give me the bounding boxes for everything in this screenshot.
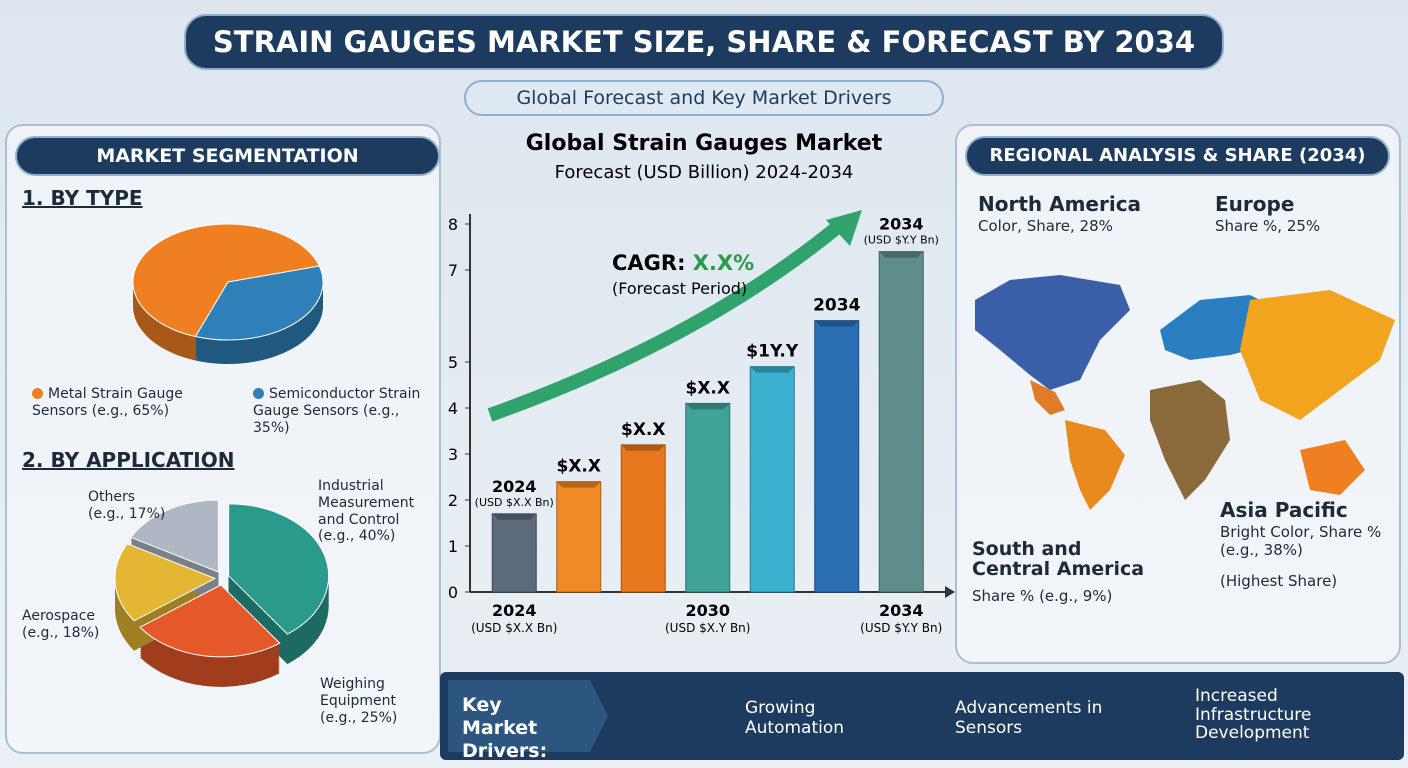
cagr-label-text: CAGR: (612, 251, 685, 275)
pie-legend: Metal Strain Gauge Sensors (e.g., 65%) (32, 386, 222, 420)
bar-label: 2034 (879, 215, 924, 234)
x-tick-note: (USD $X.X Bn) (471, 621, 557, 635)
bar-cap (879, 251, 924, 258)
region-name: South and Central America (972, 538, 1145, 580)
bar-note: (USD $Y.Y Bn) (864, 234, 939, 247)
cagr-value: X.X% (693, 251, 754, 275)
legend-dot (253, 388, 264, 399)
y-tick-label: 2 (448, 491, 458, 510)
y-tick-label: 1 (448, 537, 458, 556)
map (975, 275, 1395, 510)
bar-label: 2034 (813, 296, 860, 316)
y-tick-label: 0 (448, 583, 458, 602)
title: STRAIN GAUGES MARKET SIZE, SHARE & FOREC… (184, 14, 1224, 70)
driver-item: Advancements in Sensors (955, 698, 1103, 739)
bar-cap (556, 481, 601, 488)
trend-arrow (487, 219, 845, 422)
driver-item: Growing Automation (745, 698, 845, 739)
legend-dot (32, 388, 43, 399)
x-axis-arrow (945, 586, 955, 598)
region-name: Asia Pacific (1220, 498, 1348, 522)
cagr-label: CAGR: X.X% (612, 251, 754, 275)
bar-label: $X.X (621, 420, 666, 440)
x-tick-label: 2030 (685, 601, 730, 620)
bar (556, 481, 602, 593)
legend-label: Metal Strain Gauge Sensors (e.g., 65%) (32, 386, 183, 419)
slice-label: Industrial Measurement and Control (e.g.… (318, 478, 415, 545)
region-share: Share % (e.g., 9%) (972, 587, 1113, 605)
chart-subtitle: Forecast (USD Billion) 2024-2034 (555, 162, 854, 183)
bar-note: (USD $X.X Bn) (475, 496, 554, 509)
pie-slice (130, 499, 219, 573)
trend-arrow-head (826, 210, 862, 246)
by-type-heading: 1. BY TYPE (22, 186, 143, 210)
y-tick-label: 5 (448, 353, 458, 372)
by-application-heading: 2. BY APPLICATION (22, 448, 235, 472)
x-tick-label: 2024 (492, 601, 537, 620)
bar (878, 251, 924, 593)
driver-item: Increased Infrastructure Development (1195, 686, 1312, 744)
pie-slice (139, 584, 281, 658)
drivers-bar (440, 672, 1404, 760)
y-tick-label: 4 (448, 399, 458, 418)
y-tick-label: 7 (448, 261, 458, 280)
region-note: (Highest Share) (1220, 572, 1338, 590)
legend-label: Semiconductor Strain Gauge Sensors (e.g.… (253, 386, 421, 436)
slice-label: Weighing Equipment (e.g., 25%) (320, 676, 398, 726)
region-name: Europe (1215, 192, 1295, 216)
x-tick-note: (USD $X.Y Bn) (665, 621, 750, 635)
x-tick-note: (USD $Y.Y Bn) (860, 621, 942, 635)
subtitle: Global Forecast and Key Market Drivers (464, 80, 944, 116)
y-tick-label: 8 (448, 215, 458, 234)
pie-legend: Semiconductor Strain Gauge Sensors (e.g.… (253, 386, 438, 436)
y-tick-label: 3 (448, 445, 458, 464)
cagr-note: (Forecast Period) (612, 279, 747, 298)
segmentation-heading: MARKET SEGMENTATION (15, 136, 440, 176)
pie-slice (228, 503, 330, 635)
bar (814, 320, 860, 593)
bar (749, 366, 795, 593)
bar (620, 444, 666, 593)
regional-heading: REGIONAL ANALYSIS & SHARE (2034) (965, 136, 1390, 176)
region-share: Bright Color, Share % (e.g., 38%) (1220, 523, 1382, 559)
slice-label: Aerospace (e.g., 18%) (22, 608, 100, 641)
bar-label: $1Y.Y (746, 342, 799, 362)
bar-label: $X.X (556, 457, 601, 477)
x-tick-label: 2034 (879, 601, 924, 620)
region-share: Color, Share, 28% (978, 217, 1113, 235)
bar-cap (621, 444, 666, 451)
drivers-label-box (448, 680, 608, 752)
bar (685, 402, 731, 593)
pie-slice (114, 543, 217, 622)
bar-label: $X.X (685, 378, 730, 398)
chart-title: Global Strain Gauges Market (526, 131, 883, 156)
region-name: North America (978, 192, 1142, 216)
bar-cap (685, 403, 730, 410)
slice-label: Others (e.g., 17%) (88, 489, 166, 522)
pie-slice (194, 265, 324, 341)
region-share: Share %, 25% (1215, 217, 1321, 235)
pie-slice (132, 223, 321, 338)
bar-cap (492, 513, 537, 520)
drivers-heading: Key Market Drivers: (462, 694, 548, 762)
bar (491, 513, 537, 593)
bar-cap (814, 320, 859, 327)
bar-label: 2024 (492, 477, 537, 496)
bar-cap (750, 366, 795, 373)
